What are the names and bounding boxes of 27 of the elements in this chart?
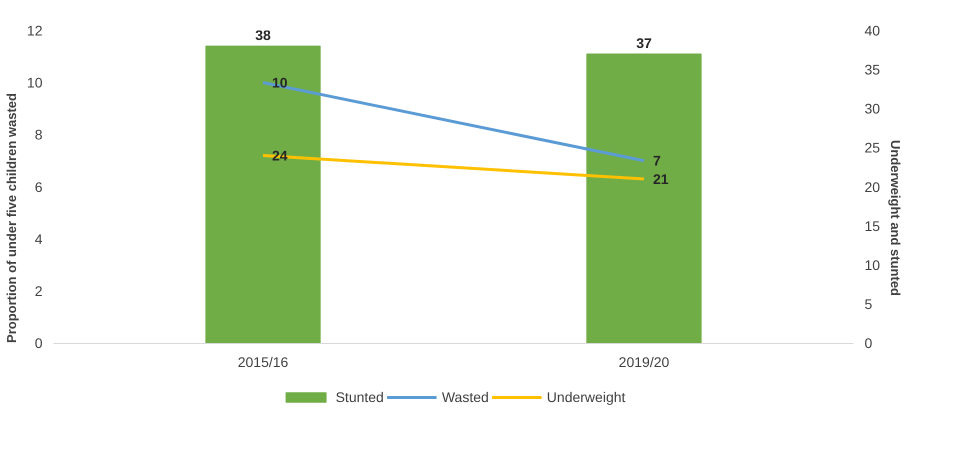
y2-tick-label: 35 [864, 62, 880, 78]
legend-label: Wasted [442, 389, 489, 405]
y2-tick-label: 20 [864, 178, 880, 195]
y-tick-label: 10 [26, 74, 43, 91]
y-tick-label: 2 [34, 282, 43, 299]
x-tick-label: 2019/20 [618, 354, 670, 370]
y2-tick-label: 40 [864, 22, 880, 38]
y2-tick-label: 0 [864, 335, 872, 351]
legend-label: Stunted [336, 389, 384, 405]
y2-axis-title: Underweight and stunted [888, 140, 904, 296]
y-tick-label: 8 [34, 126, 43, 143]
y-tick-label: 4 [34, 230, 43, 247]
data-label: 37 [636, 34, 652, 51]
data-label: 38 [255, 27, 272, 44]
y-tick-label: 12 [26, 22, 43, 38]
data-label: 7 [652, 152, 661, 169]
x-tick-label: 2015/16 [238, 354, 289, 370]
y2-tick-label: 30 [864, 100, 880, 117]
y2-tick-label: 5 [864, 296, 872, 312]
y-axis-title: Proportion of under five children wasted [4, 92, 19, 343]
y-tick-label: 6 [34, 178, 43, 195]
y2-tick-label: 15 [864, 218, 880, 234]
y2-tick-label: 25 [864, 140, 880, 156]
legend-label: Underweight [546, 389, 626, 405]
y2-tick-label: 10 [864, 256, 880, 273]
y-tick-label: 0 [34, 335, 43, 351]
data-label: 21 [652, 170, 669, 187]
